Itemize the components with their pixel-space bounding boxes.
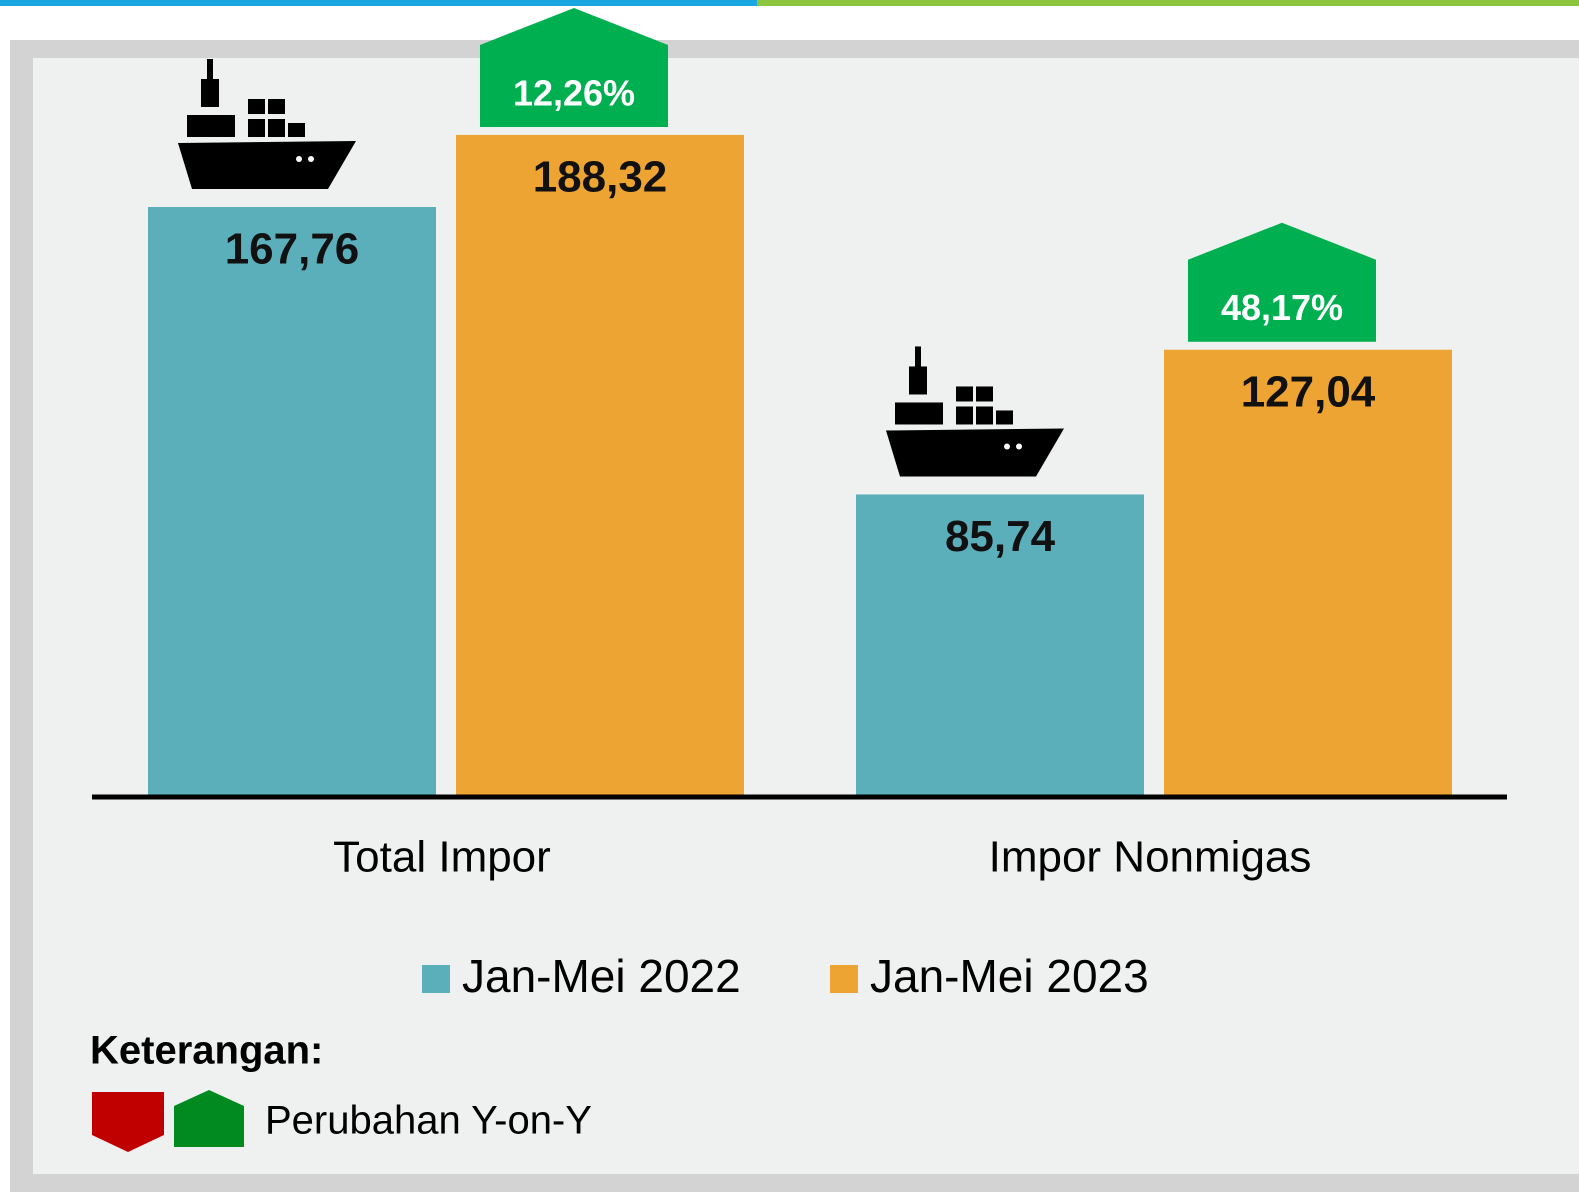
top-strip (757, 0, 1579, 6)
legend-label: Jan-Mei 2022 (462, 950, 741, 1002)
value-label: 188,32 (533, 153, 668, 202)
down-icon (92, 1092, 164, 1152)
legend-label: Jan-Mei 2023 (870, 950, 1149, 1002)
value-label: 127,04 (1241, 367, 1376, 416)
bar (1164, 349, 1452, 795)
bar (148, 207, 436, 795)
notes-title: Keterangan: (90, 1029, 323, 1073)
value-label: 85,74 (945, 512, 1056, 561)
legend-swatch (422, 965, 450, 993)
notes-label: Perubahan Y-on-Y (265, 1099, 592, 1143)
legend-swatch (830, 965, 858, 993)
up-icon (174, 1090, 244, 1147)
change-badge (480, 7, 668, 127)
value-label: 167,76 (225, 225, 360, 274)
plot: Total Impor 167,76 188,32 12,26% Impor Nonmi… (148, 7, 1452, 882)
bar (856, 494, 1144, 795)
bar (456, 134, 744, 795)
x-tick-label: Impor Nonmigas (989, 833, 1312, 882)
x-tick-label: Total Impor (333, 833, 551, 882)
change-label: 48,17% (1221, 287, 1343, 328)
change-badge (1188, 222, 1376, 342)
top-strip (0, 0, 757, 6)
change-label: 12,26% (513, 72, 635, 113)
